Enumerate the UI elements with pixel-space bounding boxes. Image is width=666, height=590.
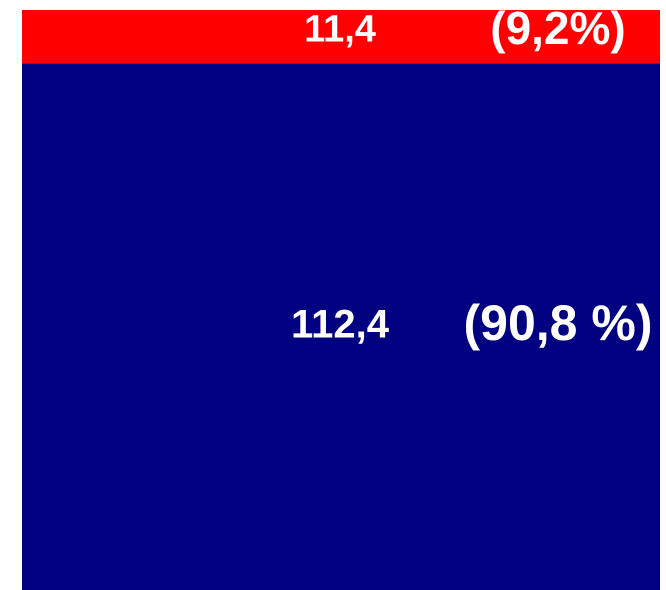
bar-segment: [22, 63, 660, 590]
bar-segment: [22, 10, 660, 64]
share-label: (9,2%): [490, 2, 625, 54]
share-label: (90,8 %): [464, 295, 653, 351]
value-label: 11,4: [304, 9, 376, 51]
value-label: 112,4: [291, 302, 390, 346]
